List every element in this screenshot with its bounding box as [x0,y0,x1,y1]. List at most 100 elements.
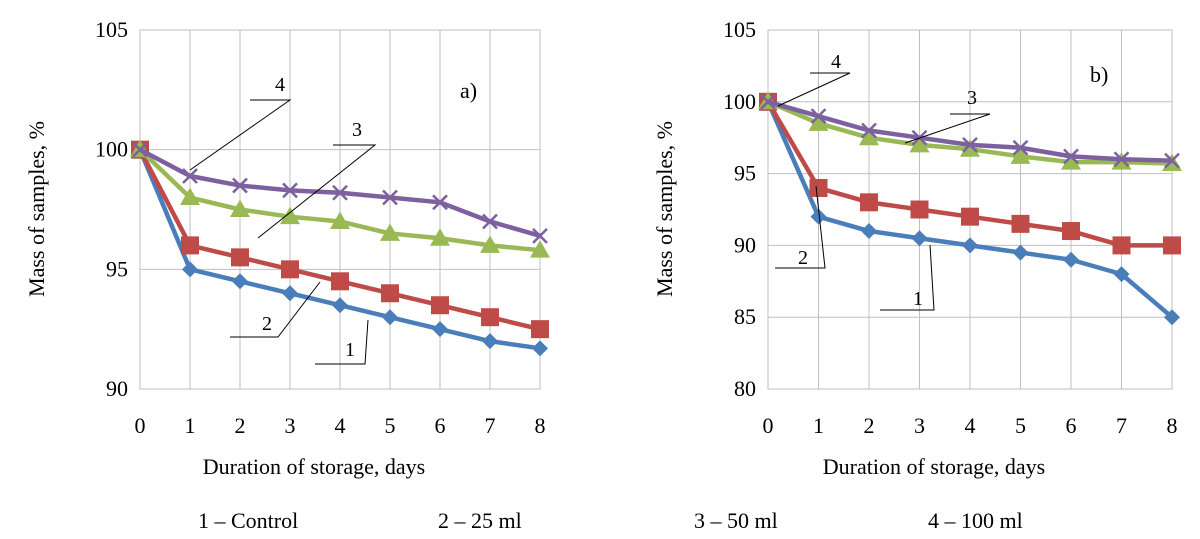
legend-item-4: 4 – 100 ml [928,508,1023,533]
data-point-3-a [430,228,450,246]
data-point-3-b [1061,152,1081,170]
annotation-leader-4-a [189,99,292,171]
x-tick-label-b: 6 [1066,413,1077,438]
data-point-3-a [330,211,350,229]
data-point-1-a [282,285,298,302]
data-point-4-b [1063,148,1079,165]
data-point-2-b [1112,236,1131,255]
x-tick-label-b: 2 [864,413,875,438]
data-point-4-b [1012,139,1029,156]
chart-panel-b: 80 85 90 95 100 105 0 1 2 3 4 5 6 7 8 Duration of stora… [652,17,1182,479]
annotation-label-4-b: 4 [831,51,841,73]
x-tick-label-a: 1 [185,413,196,438]
data-point-3-a [530,240,550,258]
data-point-2-b [1062,222,1080,241]
annotation-label-2-b: 2 [798,247,808,269]
data-point-1-b [861,223,877,240]
x-tick-label-a: 6 [435,413,446,438]
legend-item-1: 1 – Control [198,508,298,533]
data-point-1-a [482,333,498,350]
data-point-2-b [1163,236,1181,255]
x-tick-label-a: 7 [485,413,496,438]
data-point-1-a [432,321,448,338]
data-point-4-a [482,213,498,230]
y-tick-label-b: 105 [723,17,756,42]
data-point-4-a [332,184,348,201]
data-point-1-b [1012,244,1029,261]
annotation-leader-2-b [775,185,826,269]
annotation-label-4-a: 4 [275,74,285,96]
data-point-2-a [481,308,499,327]
data-point-2-b [860,193,878,212]
data-point-4-a [282,182,298,199]
y-tick-label-b: 100 [723,89,756,114]
annotation-leader-3-b [904,113,991,144]
legend-item-3: 3 – 50 ml [694,508,778,533]
series-1-b [760,93,1180,326]
annotation-leader-1-a [315,319,369,365]
data-point-4-b [1113,151,1130,168]
annotation-leader-3-a [257,144,377,239]
data-point-1-b [911,230,928,247]
x-axis-title-a: Duration of storage, days [203,454,425,479]
data-point-4-a [532,227,548,244]
chart-panel-a: 90 95 100 105 0 1 2 3 4 5 6 7 8 Duration of storage, … [24,17,550,479]
y-tick-label-b: 95 [734,161,756,186]
y-tick-label-b: 80 [734,376,756,401]
series-1-a [132,141,548,357]
data-point-2-b [1011,214,1030,233]
data-point-4-a [432,194,448,211]
data-point-2-a [281,260,299,279]
data-point-3-b [1010,146,1031,164]
x-tick-label-b: 3 [914,413,925,438]
data-point-2-a [231,248,249,267]
data-point-3-b [808,113,829,131]
x-tick-label-b: 1 [813,413,824,438]
data-point-1-b [1063,251,1079,268]
panel-label-b: b) [1090,62,1108,87]
data-point-4-a [232,177,248,194]
data-point-2-a [431,296,449,315]
annotation-leader-4-b [777,72,851,107]
data-point-3-a [380,223,400,241]
x-tick-label-b: 0 [763,413,774,438]
y-axis-title-b: Mass of samples, % [652,121,677,297]
data-point-2-a [181,236,199,255]
y-tick-label-a: 90 [106,376,128,401]
x-tick-label-b: 7 [1116,413,1127,438]
legend-item-2: 2 – 25 ml [438,508,522,533]
data-point-4-a [382,189,398,206]
y-tick-label-a: 105 [95,17,128,42]
data-point-3-a [180,187,200,206]
data-point-4-b [810,108,827,125]
data-point-4-a [132,141,148,158]
data-point-2-b [961,207,979,226]
x-tick-label-a: 4 [335,413,346,438]
x-tick-label-a: 3 [285,413,296,438]
data-point-1-b [1113,266,1130,283]
data-point-2-a [331,272,349,291]
data-point-1-b [810,208,827,225]
x-tick-label-a: 0 [135,413,146,438]
y-tick-label-a: 95 [106,256,128,281]
x-tick-label-a: 8 [535,413,546,438]
data-point-3-b [960,139,980,157]
data-point-1-a [382,309,398,326]
data-point-1-b [962,237,978,254]
annotation-label-1-b: 1 [913,288,923,310]
annotation-leader-2-a [230,281,321,338]
data-point-2-b [809,178,828,197]
data-point-4-b [1164,152,1180,169]
data-point-2-a [381,284,399,303]
annotation-label-3-b: 3 [967,87,977,109]
y-tick-label-b: 90 [734,232,756,257]
data-point-2-a [531,320,549,339]
data-point-1-a [332,297,348,314]
x-tick-label-b: 5 [1015,413,1026,438]
data-point-3-b [859,127,879,146]
data-point-1-a [232,273,248,290]
y-tick-label-a: 100 [95,137,128,162]
data-point-1-b [1164,309,1180,326]
data-point-4-b [760,93,776,110]
